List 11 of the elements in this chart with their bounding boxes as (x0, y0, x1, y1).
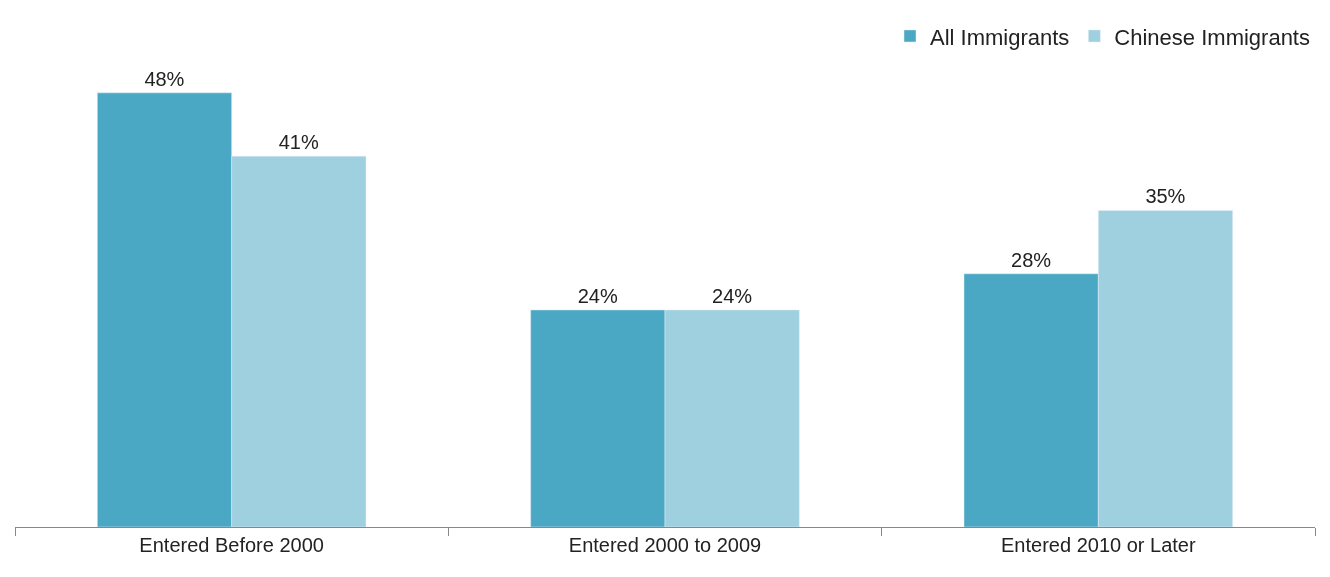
x-tick-label: Entered 2000 to 2009 (568, 534, 762, 556)
data-label: 48% (144, 67, 185, 90)
legend-label: All Immigrants (930, 24, 1070, 50)
data-label: 24% (577, 284, 618, 307)
x-tick-label: Entered 2010 or Later (1001, 534, 1196, 556)
data-label: 41% (278, 131, 319, 154)
x-tick-label: Entered Before 2000 (139, 534, 324, 556)
data-label: 35% (1145, 185, 1186, 208)
data-label: 24% (712, 284, 753, 307)
data-label: 28% (1011, 248, 1052, 271)
legend-label: Chinese Immigrants (1114, 24, 1310, 50)
